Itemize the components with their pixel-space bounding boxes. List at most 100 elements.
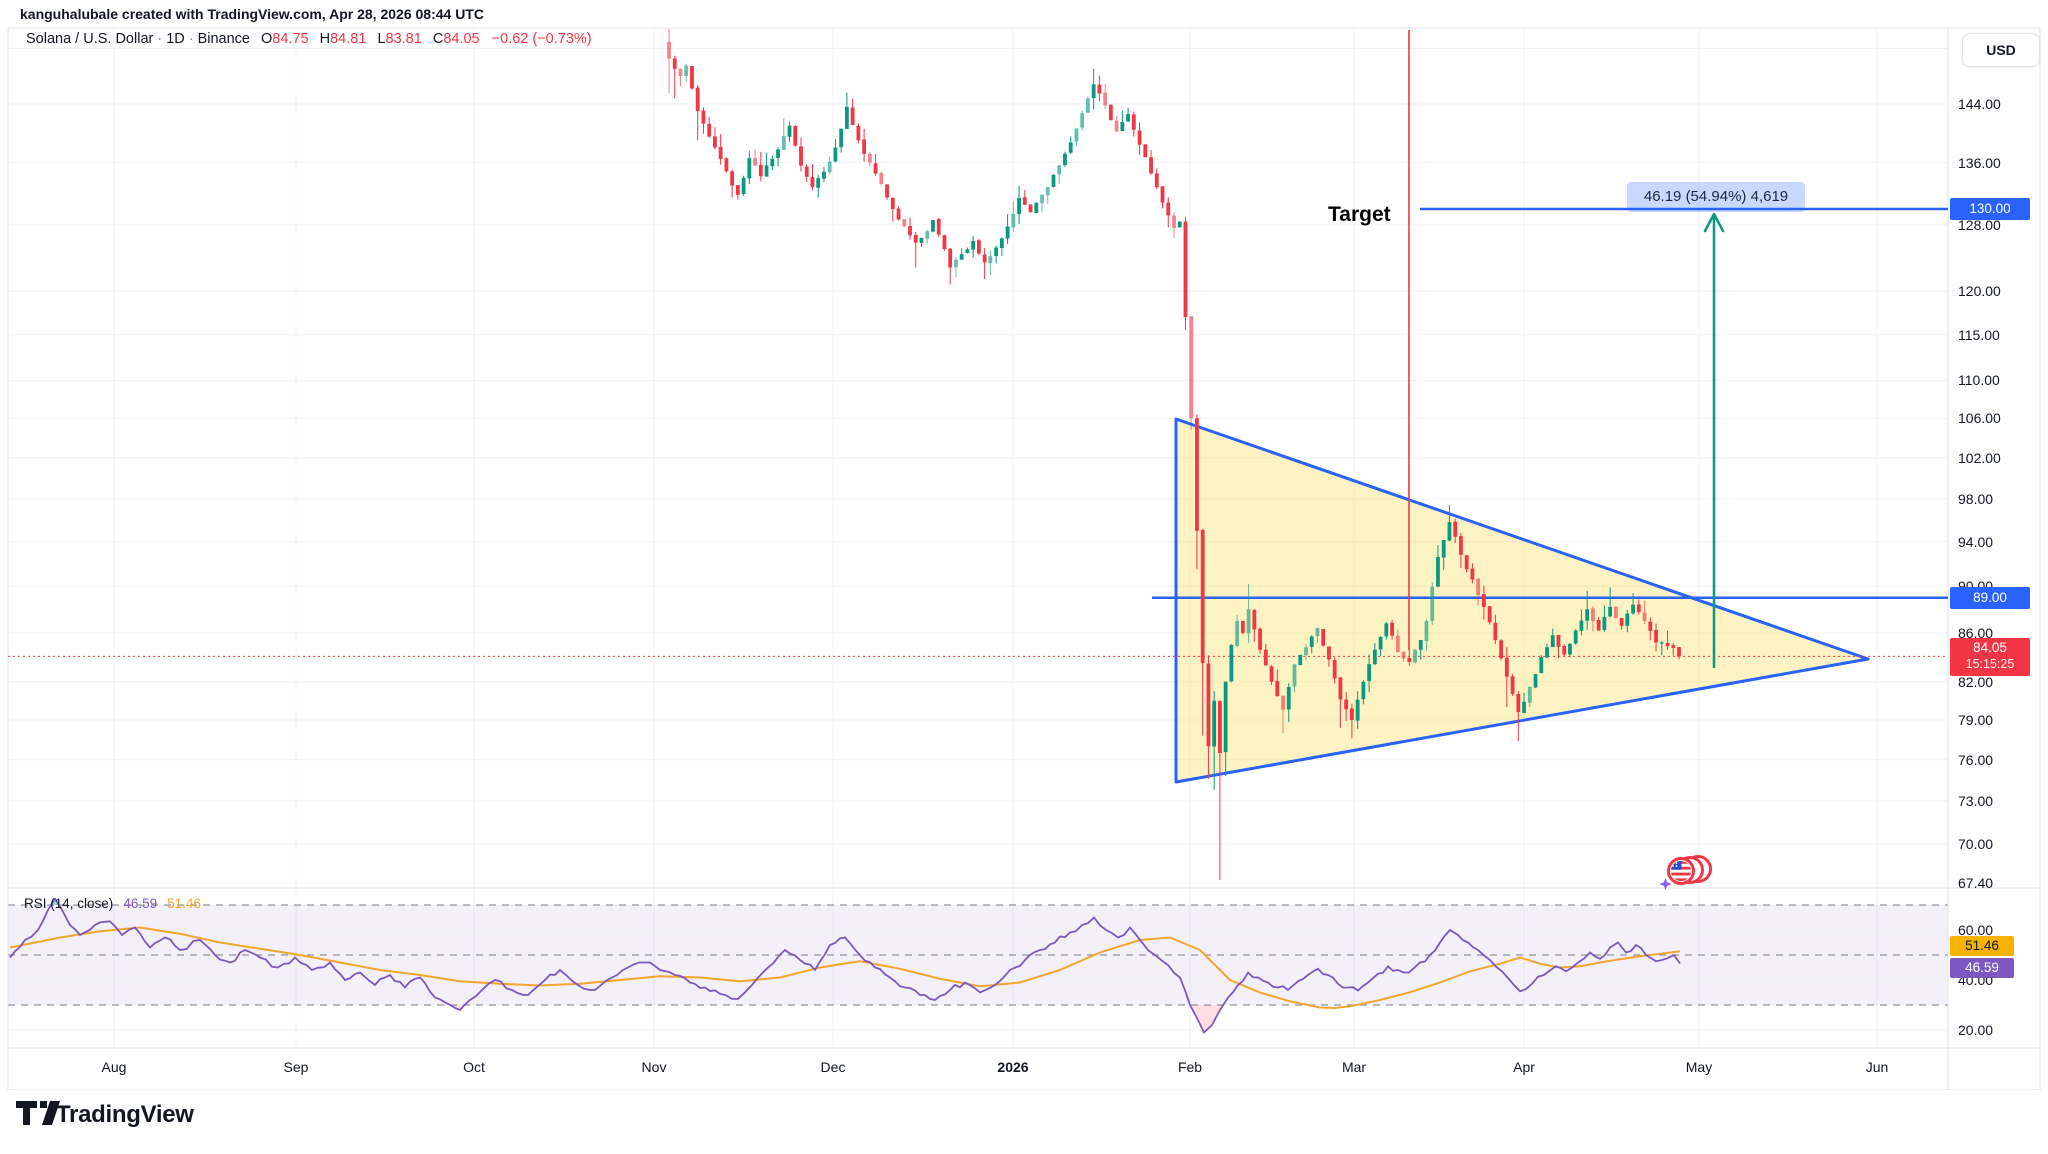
low-value: 83.81 — [385, 31, 422, 47]
candle — [1677, 647, 1681, 660]
price-tick-label: 67.40 — [1958, 874, 1994, 891]
time-tick-label: May — [1685, 1059, 1713, 1075]
candle — [1556, 634, 1561, 659]
candle — [925, 229, 930, 244]
candle — [873, 154, 878, 176]
candle — [1367, 654, 1372, 693]
candle — [822, 167, 826, 182]
rsi-threshold-fill — [1190, 1005, 1224, 1033]
time-tick-label: Dec — [820, 1059, 846, 1075]
candle — [896, 206, 901, 221]
candle — [885, 184, 889, 200]
attribution-text: kanguhalubale created with TradingView.c… — [20, 6, 484, 22]
price-tick-label: 144.00 — [1958, 96, 2001, 112]
sparkle-icon — [1659, 878, 1672, 891]
rsi-legend[interactable]: RSI (14, close) 46.59 51.46 — [24, 896, 201, 911]
candle — [1361, 680, 1366, 705]
candle — [827, 156, 832, 174]
candle — [701, 107, 706, 134]
candle — [804, 164, 809, 182]
candle — [1510, 673, 1515, 696]
candle — [1315, 627, 1320, 643]
candle — [1091, 68, 1096, 110]
candle — [1137, 122, 1142, 155]
candle — [1372, 643, 1377, 666]
footer-bar: TradingView — [0, 1090, 2048, 1154]
candle — [1378, 636, 1383, 656]
candle — [707, 117, 712, 138]
candle — [1573, 629, 1578, 645]
candle — [1464, 554, 1469, 573]
candle — [1195, 414, 1199, 570]
candle — [1585, 590, 1590, 630]
price-tick-label: 106.00 — [1958, 410, 2001, 427]
measure-arrow-head — [1703, 212, 1725, 233]
price-tick-label: 86.00 — [1958, 624, 1994, 641]
candle — [1183, 216, 1188, 330]
candle — [1034, 202, 1039, 214]
candle — [1235, 615, 1240, 648]
candle — [1642, 600, 1647, 625]
candle — [1401, 651, 1406, 662]
candle — [1625, 609, 1630, 633]
candle — [1177, 220, 1182, 228]
candle — [1022, 189, 1027, 206]
candle — [1114, 115, 1119, 133]
candle — [781, 118, 786, 150]
candle — [816, 174, 821, 198]
candle — [931, 219, 935, 233]
candle — [1172, 212, 1176, 238]
candle — [1550, 628, 1555, 648]
candle — [1487, 605, 1492, 625]
price-tick-label: 73.00 — [1958, 793, 1994, 810]
candle — [908, 217, 912, 240]
candle — [718, 134, 723, 165]
candle — [1493, 614, 1498, 645]
candle — [1263, 643, 1268, 666]
currency-toggle-button[interactable]: USD — [1962, 33, 2040, 67]
candle — [890, 197, 895, 222]
candle — [1327, 646, 1331, 667]
candle — [913, 231, 918, 268]
candle — [1097, 75, 1102, 102]
candle — [684, 63, 689, 83]
high-value: 84.81 — [330, 31, 367, 47]
candle — [850, 98, 855, 125]
candle — [1459, 533, 1463, 568]
candle — [988, 250, 993, 276]
candle — [1063, 151, 1067, 168]
close-value: 84.05 — [443, 31, 480, 47]
price-tick-label: 120.00 — [1958, 283, 2001, 300]
time-tick-label: Aug — [101, 1059, 127, 1075]
candle — [936, 217, 941, 237]
high-group: H84.81 — [319, 31, 367, 47]
candle — [1131, 111, 1136, 137]
candle — [747, 150, 752, 185]
candle — [1665, 630, 1670, 650]
candle — [1596, 616, 1601, 631]
time-tick-label: 2026 — [997, 1059, 1029, 1075]
tradingview-logo-icon[interactable] — [14, 1098, 62, 1128]
candle — [1189, 316, 1194, 430]
candle — [1613, 606, 1618, 619]
change-value: −0.62 (−0.73%) — [491, 31, 592, 47]
candle — [1579, 609, 1584, 636]
symbol-legend[interactable]: Solana / U.S. Dollar · 1D · Binance O84.75 H… — [26, 31, 592, 47]
rsi-indicator-name: RSI (14, close) — [24, 896, 114, 911]
candle — [1040, 194, 1044, 213]
candle — [1200, 528, 1205, 736]
candle — [1631, 593, 1635, 616]
candle — [1602, 605, 1607, 632]
candle — [1395, 629, 1400, 653]
time-tick-label: Feb — [1177, 1059, 1203, 1075]
candle — [1562, 644, 1567, 657]
candle — [1292, 664, 1297, 693]
price-level-badge: 89.00 — [1950, 586, 2030, 609]
tradingview-brand-text[interactable]: TradingView — [56, 1101, 194, 1128]
rsi-value-badge: 46.59 — [1950, 958, 2014, 978]
candle — [1430, 582, 1435, 625]
time-tick-label: Apr — [1513, 1059, 1535, 1075]
candle — [1074, 128, 1079, 147]
candle — [1154, 168, 1159, 190]
